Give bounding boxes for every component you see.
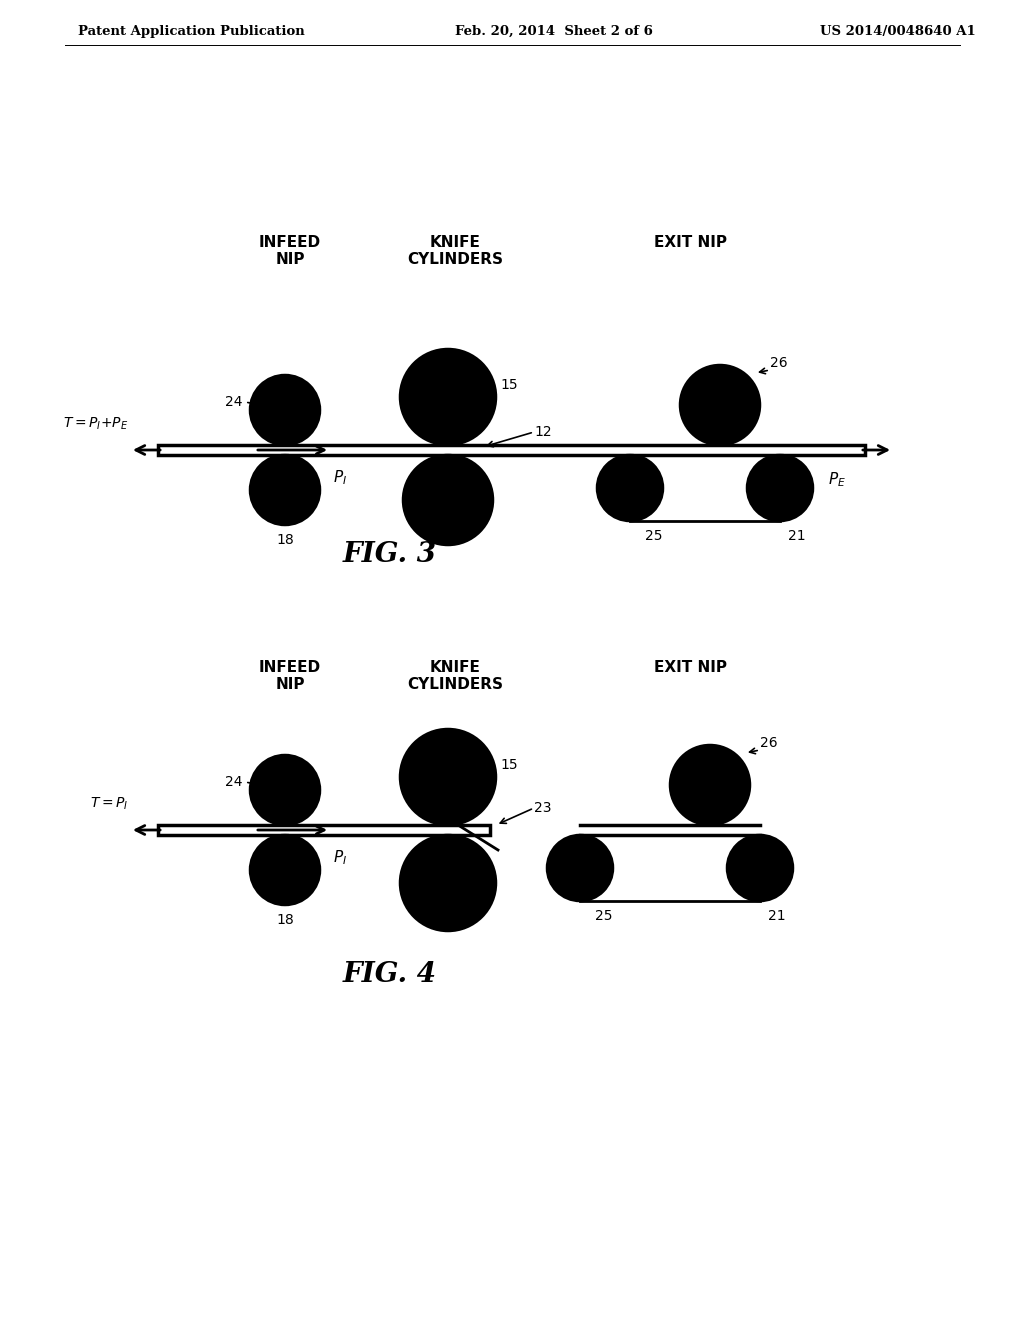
- Text: $T{=}P_I{+}P_E$: $T{=}P_I{+}P_E$: [62, 416, 128, 432]
- Circle shape: [443, 878, 453, 888]
- Circle shape: [727, 836, 793, 902]
- Text: Patent Application Publication: Patent Application Publication: [78, 25, 305, 38]
- Text: 25: 25: [645, 529, 663, 543]
- Circle shape: [280, 865, 290, 875]
- Circle shape: [670, 744, 750, 825]
- Text: 21: 21: [788, 529, 806, 543]
- Bar: [158, 445, 865, 455]
- Circle shape: [705, 780, 715, 789]
- Circle shape: [443, 495, 453, 506]
- Circle shape: [400, 348, 496, 445]
- Text: 15: 15: [500, 758, 517, 772]
- Text: 23: 23: [534, 801, 552, 814]
- Circle shape: [715, 400, 725, 411]
- Text: 24: 24: [225, 775, 243, 789]
- Circle shape: [250, 375, 319, 445]
- Text: INFEED
NIP: INFEED NIP: [259, 235, 322, 268]
- Text: $P_I$: $P_I$: [333, 469, 347, 487]
- Circle shape: [400, 836, 496, 931]
- Text: $P_I$: $P_I$: [333, 849, 347, 867]
- Text: INFEED
NIP: INFEED NIP: [259, 660, 322, 693]
- Circle shape: [575, 863, 585, 873]
- Text: 26: 26: [770, 356, 787, 370]
- Circle shape: [597, 455, 663, 521]
- Text: KNIFE
CYLINDERS: KNIFE CYLINDERS: [407, 235, 503, 268]
- Text: US 2014/0048640 A1: US 2014/0048640 A1: [820, 25, 976, 38]
- Text: EXIT NIP: EXIT NIP: [653, 235, 726, 249]
- Text: 21: 21: [768, 909, 785, 923]
- Text: FIG. 4: FIG. 4: [343, 961, 437, 989]
- Text: 26: 26: [760, 737, 777, 750]
- Circle shape: [443, 392, 453, 403]
- Circle shape: [625, 483, 635, 492]
- Text: 18: 18: [276, 913, 294, 927]
- Text: $T{=}P_I$: $T{=}P_I$: [89, 796, 128, 812]
- Circle shape: [280, 405, 290, 414]
- Text: KNIFE
CYLINDERS: KNIFE CYLINDERS: [407, 660, 503, 693]
- Circle shape: [400, 729, 496, 825]
- Circle shape: [746, 455, 813, 521]
- Circle shape: [443, 772, 453, 781]
- Text: $P_E$: $P_E$: [828, 471, 846, 490]
- Text: 15: 15: [500, 378, 517, 392]
- Circle shape: [403, 455, 493, 545]
- Circle shape: [280, 785, 290, 795]
- Bar: [158, 825, 490, 836]
- Text: EXIT NIP: EXIT NIP: [653, 660, 726, 675]
- Circle shape: [755, 863, 765, 873]
- Text: 25: 25: [595, 909, 612, 923]
- Circle shape: [280, 484, 290, 495]
- Circle shape: [547, 836, 613, 902]
- Text: 18: 18: [276, 533, 294, 546]
- Text: 12: 12: [534, 425, 552, 440]
- Circle shape: [250, 755, 319, 825]
- Circle shape: [775, 483, 785, 492]
- Circle shape: [250, 836, 319, 906]
- Text: Feb. 20, 2014  Sheet 2 of 6: Feb. 20, 2014 Sheet 2 of 6: [455, 25, 653, 38]
- Circle shape: [680, 366, 760, 445]
- Circle shape: [250, 455, 319, 525]
- Text: 24: 24: [225, 395, 243, 409]
- Text: FIG. 3: FIG. 3: [343, 541, 437, 569]
